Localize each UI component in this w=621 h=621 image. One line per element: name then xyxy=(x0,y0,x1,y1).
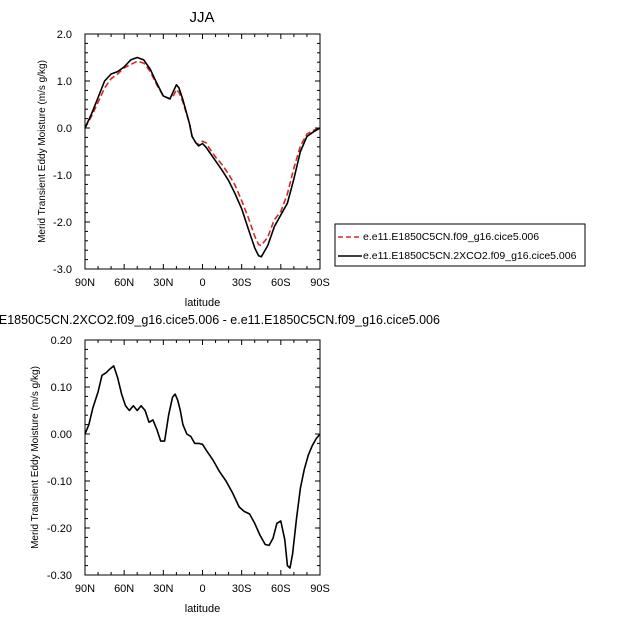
lower-x-tick-label: 60S xyxy=(271,583,291,595)
lower-y-tick-label: 0.10 xyxy=(51,382,72,394)
upper-y-tick-label: 2.0 xyxy=(57,29,72,41)
upper-y-tick-label: 1.0 xyxy=(57,76,72,88)
lower-x-tick-label: 30N xyxy=(153,583,173,595)
lower-x-tick-label: 90N xyxy=(75,583,95,595)
upper-chart-title: JJA xyxy=(189,9,214,26)
lower-chart-panel: e.e11.E1850C5CN.2XCO2.f09_g16.cice5.006 … xyxy=(0,313,440,615)
upper-chart-panel: JJA 90N 60N 30N 0 30S 60S 90S 2.0 1.0 0.0 -1.0 -2.0… xyxy=(37,9,330,309)
upper-x-tick-label: 90N xyxy=(75,277,95,289)
lower-x-tick-label: 90S xyxy=(310,583,330,595)
lower-x-axis-label: latitude xyxy=(185,603,220,615)
lower-y-tick-label: -0.10 xyxy=(47,476,72,488)
upper-y-tick-label: -1.0 xyxy=(53,170,72,182)
upper-y-tick-label: -3.0 xyxy=(53,264,72,276)
upper-x-tick-label: 30N xyxy=(153,277,173,289)
upper-chart-axes: 90N 60N 30N 0 30S 60S 90S 2.0 1.0 0.0 -1.0 -2.0 -3.0 xyxy=(53,29,330,289)
lower-chart-series-group xyxy=(84,365,321,569)
lower-y-tick-label: 0.00 xyxy=(51,429,72,441)
upper-y-axis-label: Merid Transient Eddy Moisture (m/s g/kg) xyxy=(37,60,48,243)
lower-x-tick-label: 0 xyxy=(199,583,205,595)
upper-chart-series-group xyxy=(84,56,321,258)
upper-x-tick-label: 90S xyxy=(310,277,330,289)
lower-y-tick-label: -0.20 xyxy=(47,523,72,535)
lower-x-tick-label: 60N xyxy=(114,583,134,595)
upper-x-tick-label: 0 xyxy=(199,277,205,289)
lower-series-line-0 xyxy=(84,365,321,569)
upper-x-tick-label: 30S xyxy=(232,277,252,289)
lower-y-tick-label: -0.30 xyxy=(47,570,72,582)
legend-label-2xco2: e.e11.E1850C5CN.2XCO2.f09_g16.cice5.006 xyxy=(363,250,577,262)
upper-series-line-1 xyxy=(84,56,321,258)
upper-y-tick-label: 0.0 xyxy=(57,123,72,135)
upper-x-tick-label: 60N xyxy=(114,277,134,289)
lower-y-axis-label: Merid Transient Eddy Moisture (m/s g/kg) xyxy=(30,366,41,549)
upper-x-tick-label: 60S xyxy=(271,277,291,289)
legend: e.e11.E1850C5CN.f09_g16.cice5.006 e.e11.… xyxy=(334,223,586,267)
upper-y-tick-label: -2.0 xyxy=(53,217,72,229)
upper-x-axis-label: latitude xyxy=(185,297,220,309)
legend-box xyxy=(334,223,586,267)
lower-chart-title: e.e11.E1850C5CN.2XCO2.f09_g16.cice5.006 … xyxy=(0,313,440,327)
lower-y-tick-label: 0.20 xyxy=(51,335,72,347)
lower-chart-axes: 90N 60N 30N 0 30S 60S 90S 0.20 0.10 0.00 -0.10 -0.2… xyxy=(47,335,330,595)
upper-series-line-0 xyxy=(84,60,321,247)
legend-label-control: e.e11.E1850C5CN.f09_g16.cice5.006 xyxy=(363,231,539,243)
lower-x-tick-label: 30S xyxy=(232,583,252,595)
